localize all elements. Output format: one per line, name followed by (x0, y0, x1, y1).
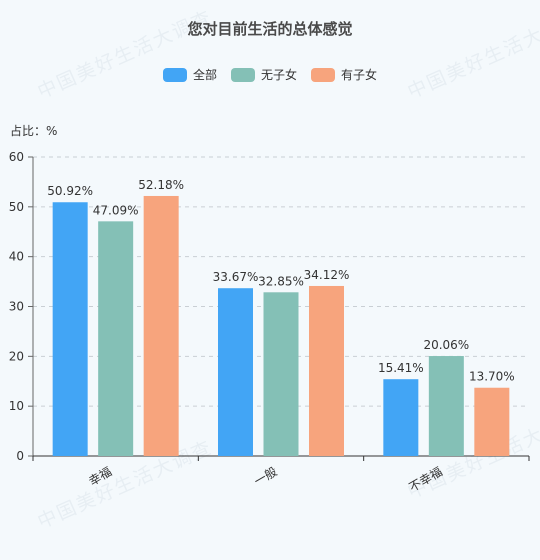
chart-title: 您对目前生活的总体感觉 (187, 20, 353, 38)
legend-label-no-children: 无子女 (260, 68, 297, 82)
legend-label-all: 全部 (192, 68, 217, 82)
bar (52, 202, 88, 456)
y-tick-label: 30 (9, 300, 24, 314)
y-tick-label: 0 (16, 449, 24, 463)
bar (474, 387, 510, 456)
x-tick-label: 不幸福 (406, 464, 445, 495)
y-axis-unit-label: 占比：% (10, 124, 58, 138)
bar (143, 195, 179, 456)
x-tick-label: 幸福 (86, 464, 114, 489)
data-label: 13.70% (469, 370, 515, 384)
legend: 全部 无子女 有子女 (0, 66, 540, 83)
data-label: 52.18% (138, 178, 184, 192)
data-label: 32.85% (258, 274, 304, 288)
legend-swatch-no-children (230, 67, 255, 82)
y-tick-label: 50 (9, 200, 24, 214)
y-tick-label: 40 (9, 250, 24, 264)
legend-item-all[interactable]: 全部 (162, 66, 217, 83)
legend-swatch-with-children (311, 67, 335, 82)
bar (263, 292, 299, 456)
data-label: 15.41% (378, 361, 424, 375)
data-label: 34.12% (304, 268, 350, 282)
data-label: 33.67% (213, 270, 259, 284)
bar (218, 288, 253, 456)
legend-swatch-all (162, 67, 187, 82)
data-label: 47.09% (93, 203, 139, 217)
y-tick-label: 20 (9, 349, 24, 363)
legend-item-with-children[interactable]: 有子女 (311, 66, 377, 83)
y-tick-label: 60 (9, 150, 24, 164)
legend-item-no-children[interactable]: 无子女 (230, 66, 297, 83)
bar (383, 379, 419, 456)
y-tick-label: 10 (9, 399, 24, 413)
bar (428, 356, 464, 456)
bar (98, 221, 134, 456)
legend-label-with-children: 有子女 (341, 68, 378, 82)
data-label: 20.06% (423, 338, 469, 352)
data-label: 50.92% (47, 184, 93, 198)
x-tick-label: 一般 (251, 464, 279, 489)
bar (309, 285, 344, 456)
